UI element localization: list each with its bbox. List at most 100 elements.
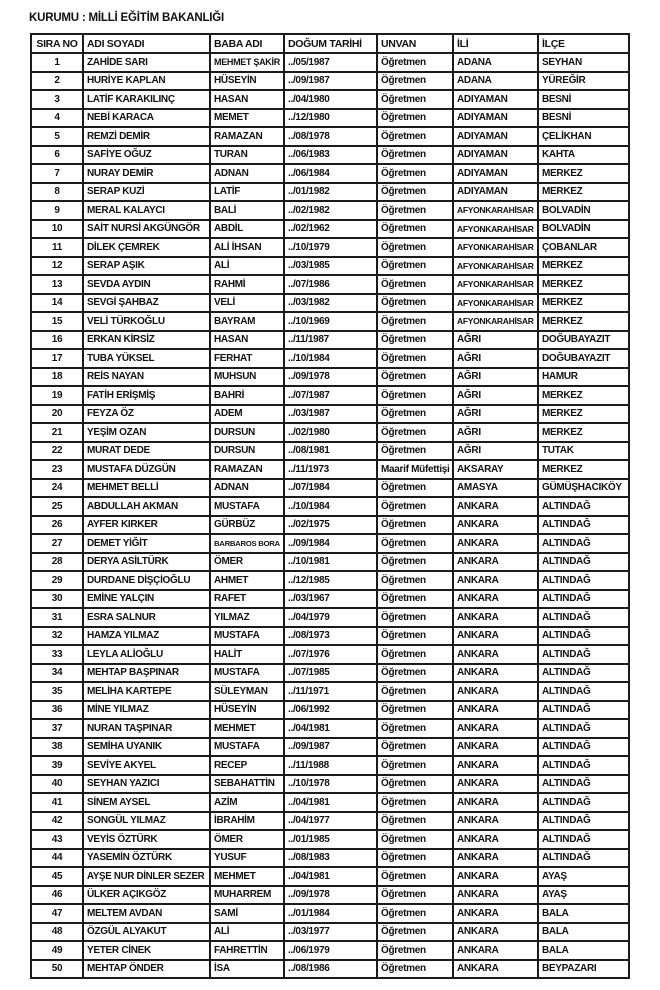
table-row: 22 MURAT DEDE DURSUN ../08/1981 Öğretmen AĞRI… — [30, 440, 630, 461]
cell-unvan: Öğretmen — [376, 255, 454, 276]
cell-ilce: BOLVADİN — [537, 218, 630, 239]
cell-baba-adi: BARBAROS BORA — [209, 533, 285, 554]
cell-ili: ANKARA — [452, 662, 539, 683]
cell-ilce: ÇELİKHAN — [537, 126, 630, 147]
cell-unvan: Öğretmen — [376, 681, 454, 702]
cell-unvan: Öğretmen — [376, 292, 454, 313]
cell-ili: ANKARA — [452, 958, 539, 979]
cell-baba-adi: MEHMET — [209, 866, 285, 887]
cell-unvan: Öğretmen — [376, 126, 454, 147]
cell-baba-adi: SEBAHATTİN — [209, 773, 285, 794]
cell-sira-no: 15 — [30, 311, 84, 332]
table-row: 12 SERAP AŞIK ALİ ../03/1985 Öğretmen AFYONKA… — [30, 255, 630, 276]
cell-ili: ADANA — [452, 70, 539, 91]
cell-sira-no: 32 — [30, 625, 84, 646]
cell-ili: ANKARA — [452, 496, 539, 517]
cell-adi-soyadi: MİNE YILMAZ — [82, 699, 211, 720]
cell-baba-adi: HASAN — [209, 329, 285, 350]
cell-unvan: Öğretmen — [376, 810, 454, 831]
cell-baba-adi: ÖMER — [209, 829, 285, 850]
cell-ilce: ALTINDAĞ — [537, 718, 630, 739]
table-row: 2 HURİYE KAPLAN HÜSEYİN ../09/1987 Öğretmen A… — [30, 70, 630, 91]
table-row: 44 YASEMİN ÖZTÜRK YUSUF ../08/1983 Öğretmen A… — [30, 847, 630, 868]
cell-adi-soyadi: SERAP KUZİ — [82, 181, 211, 202]
cell-ili: ANKARA — [452, 551, 539, 572]
cell-dogum-tarihi: ../12/1985 — [283, 570, 378, 591]
cell-dogum-tarihi: ../10/1981 — [283, 551, 378, 572]
cell-ili: ANKARA — [452, 736, 539, 757]
cell-baba-adi: SÜLEYMAN — [209, 681, 285, 702]
cell-adi-soyadi: AYFER KIRKER — [82, 514, 211, 535]
cell-dogum-tarihi: ../02/1980 — [283, 422, 378, 443]
table-row: 18 REİS NAYAN MUHSUN ../09/1978 Öğretmen AĞRI… — [30, 366, 630, 387]
cell-dogum-tarihi: ../07/1987 — [283, 385, 378, 406]
cell-ili: AĞRI — [452, 348, 539, 369]
cell-unvan: Öğretmen — [376, 107, 454, 128]
table-row: 46 ÜLKER AÇIKGÖZ MUHARREM ../09/1978 Öğretme… — [30, 884, 630, 905]
cell-ilce: DOĞUBAYAZIT — [537, 348, 630, 369]
cell-ili: ANKARA — [452, 829, 539, 850]
cell-dogum-tarihi: ../03/1987 — [283, 403, 378, 424]
cell-baba-adi: GÜRBÜZ — [209, 514, 285, 535]
cell-ilce: DOĞUBAYAZIT — [537, 329, 630, 350]
table-row: 11 DİLEK ÇEMREK ALİ İHSAN ../10/1979 Öğretme… — [30, 237, 630, 258]
column-header-sira-no: SIRA NO — [30, 33, 84, 54]
personnel-table: SIRA NO ADI SOYADI BABA ADI DOĞUM TARİHİ UNV… — [30, 33, 630, 979]
cell-dogum-tarihi: ../09/1984 — [283, 533, 378, 554]
cell-unvan: Öğretmen — [376, 736, 454, 757]
cell-ilce: ALTINDAĞ — [537, 570, 630, 591]
cell-unvan: Öğretmen — [376, 440, 454, 461]
cell-adi-soyadi: REMZİ DEMİR — [82, 126, 211, 147]
cell-adi-soyadi: AYŞE NUR DİNLER SEZER — [82, 866, 211, 887]
cell-sira-no: 22 — [30, 440, 84, 461]
cell-baba-adi: BAYRAM — [209, 311, 285, 332]
cell-sira-no: 2 — [30, 70, 84, 91]
cell-ili: AFYONKARAHİSAR — [452, 255, 539, 276]
cell-dogum-tarihi: ../06/1984 — [283, 163, 378, 184]
cell-ilce: MERKEZ — [537, 311, 630, 332]
table-row: 48 ÖZGÜL ALYAKUT ALİ ../03/1977 Öğretmen ANKA… — [30, 921, 630, 942]
cell-ili: AĞRI — [452, 403, 539, 424]
cell-baba-adi: ALİ İHSAN — [209, 237, 285, 258]
cell-dogum-tarihi: ../11/1973 — [283, 459, 378, 480]
cell-sira-no: 21 — [30, 422, 84, 443]
cell-baba-adi: MUHSUN — [209, 366, 285, 387]
cell-ilce: ALTINDAĞ — [537, 792, 630, 813]
cell-baba-adi: DURSUN — [209, 440, 285, 461]
cell-ili: ANKARA — [452, 847, 539, 868]
cell-sira-no: 9 — [30, 200, 84, 221]
cell-ilce: ALTINDAĞ — [537, 810, 630, 831]
cell-ili: ANKARA — [452, 810, 539, 831]
cell-sira-no: 49 — [30, 940, 84, 961]
cell-dogum-tarihi: ../06/1979 — [283, 940, 378, 961]
cell-baba-adi: RAMAZAN — [209, 459, 285, 480]
cell-ili: AFYONKARAHİSAR — [452, 218, 539, 239]
cell-ilce: BOLVADİN — [537, 200, 630, 221]
cell-ilce: ALTINDAĞ — [537, 773, 630, 794]
cell-ilce: MERKEZ — [537, 255, 630, 276]
cell-ili: ANKARA — [452, 644, 539, 665]
cell-ili: ADANA — [452, 52, 539, 73]
cell-adi-soyadi: ZAHİDE SARI — [82, 52, 211, 73]
cell-unvan: Öğretmen — [376, 200, 454, 221]
table-row: 3 LATİF KARAKILINÇ HASAN ../04/1980 Öğretmen… — [30, 89, 630, 110]
cell-adi-soyadi: TUBA YÜKSEL — [82, 348, 211, 369]
cell-baba-adi: MUSTAFA — [209, 625, 285, 646]
cell-adi-soyadi: MUSTAFA DÜZGÜN — [82, 459, 211, 480]
cell-adi-soyadi: SEYHAN YAZICI — [82, 773, 211, 794]
cell-baba-adi: MEHMET ŞAKİR — [209, 52, 285, 73]
cell-adi-soyadi: MERAL KALAYCI — [82, 200, 211, 221]
cell-dogum-tarihi: ../10/1978 — [283, 773, 378, 794]
cell-dogum-tarihi: ../02/1962 — [283, 218, 378, 239]
cell-ilce: MERKEZ — [537, 385, 630, 406]
cell-sira-no: 35 — [30, 681, 84, 702]
cell-baba-adi: MEHMET — [209, 718, 285, 739]
cell-sira-no: 41 — [30, 792, 84, 813]
cell-sira-no: 44 — [30, 847, 84, 868]
cell-sira-no: 29 — [30, 570, 84, 591]
table-row: 36 MİNE YILMAZ HÜSEYİN ../06/1992 Öğretmen AN… — [30, 699, 630, 720]
cell-baba-adi: ÖMER — [209, 551, 285, 572]
table-row: 5 REMZİ DEMİR RAMAZAN ../08/1978 Öğretmen ADI… — [30, 126, 630, 147]
cell-adi-soyadi: VEYİS ÖZTÜRK — [82, 829, 211, 850]
cell-adi-soyadi: NURAY DEMİR — [82, 163, 211, 184]
